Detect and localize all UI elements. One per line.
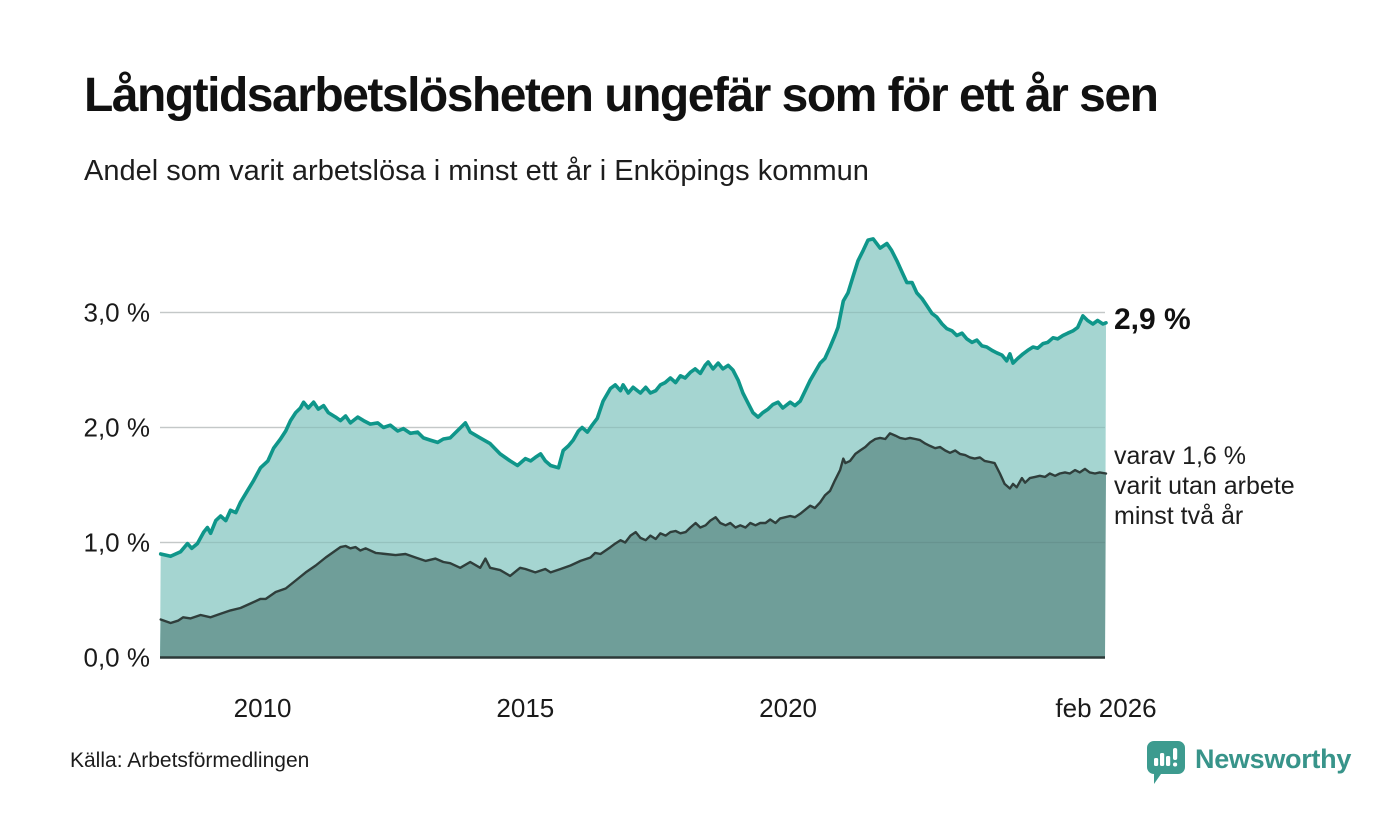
source-note: Källa: Arbetsförmedlingen: [70, 749, 310, 772]
x-axis-tick-label: 2020: [759, 693, 817, 723]
y-axis-tick-label: 3,0 %: [84, 298, 151, 328]
y-axis-tick-label: 2,0 %: [84, 413, 151, 443]
page-title: Långtidsarbetslösheten ungefär som för e…: [84, 69, 1159, 122]
x-axis-tick-label: 2015: [496, 693, 554, 723]
y-axis-tick-label: 1,0 %: [84, 528, 151, 558]
page-subtitle: Andel som varit arbetslösa i minst ett å…: [84, 155, 869, 187]
newsworthy-brand-text: Newsworthy: [1195, 744, 1352, 774]
newsworthy-brand: Newsworthy: [1146, 740, 1351, 786]
series-two-year-annotation: varav 1,6 % varit utan arbete minst två …: [1114, 442, 1295, 530]
newsworthy-logo-icon: [1147, 741, 1185, 784]
x-axis-tick-label: feb 2026: [1055, 693, 1156, 723]
y-axis-tick-label: 0,0 %: [84, 643, 151, 673]
x-axis-tick-label: 2010: [234, 693, 292, 723]
series-end-value-label: 2,9 %: [1114, 303, 1191, 336]
